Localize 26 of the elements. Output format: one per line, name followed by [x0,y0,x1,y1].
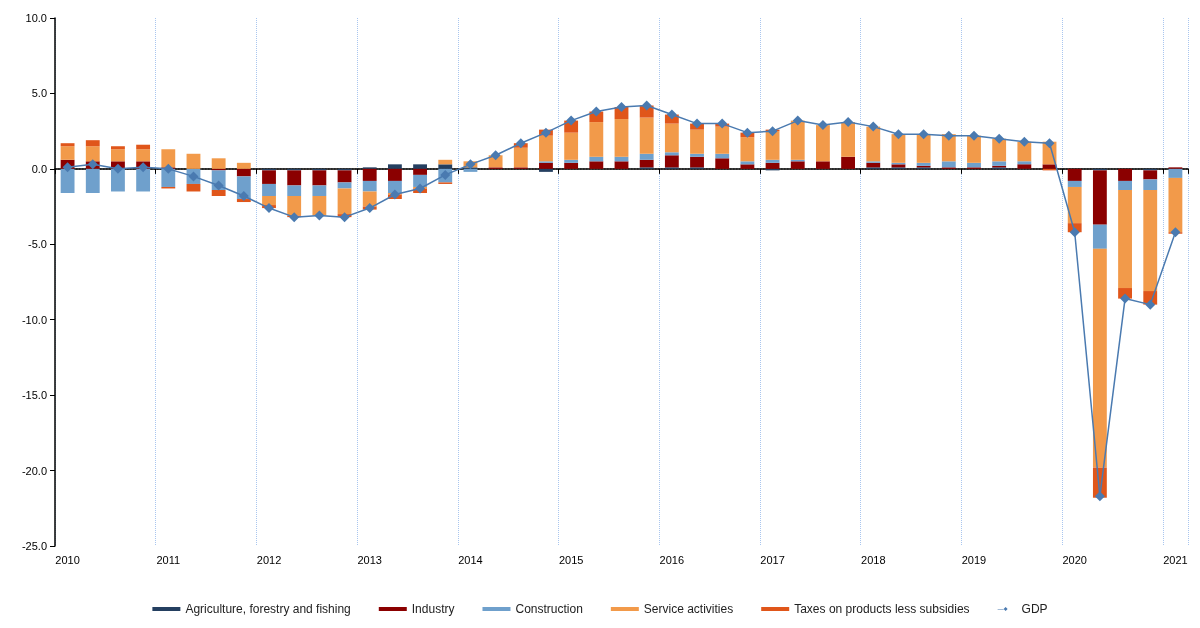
x-tick-label: 2016 [659,553,685,566]
x-tick-label: 2019 [961,553,987,566]
legend-label: Service activities [643,602,734,616]
x-tick-label: 2013 [357,553,382,566]
legend-label: Industry [411,602,455,616]
x-tick-label: 2015 [558,553,584,566]
y-tick-label: -15.0 [21,389,47,402]
legend-label: Construction [515,602,583,616]
y-tick-label: 0.0 [31,162,47,175]
y-tick-label: -5.0 [28,238,47,251]
x-tick-label: 2010 [55,553,80,566]
x-tick-label: 2020 [1062,553,1087,566]
x-tick-label: 2012 [256,553,282,566]
x-tick-label: 2021 [1163,553,1188,566]
x-tick-label: 2018 [861,553,886,566]
y-tick-label: 10.0 [25,12,47,24]
y-tick-label: -20.0 [21,464,47,477]
legend-label: Taxes on products less subsidies [794,602,970,616]
y-tick-label: -10.0 [21,313,47,326]
x-tick-label: 2014 [458,553,483,566]
x-tick-label: 2017 [760,553,785,566]
y-tick-label: 5.0 [31,87,47,100]
y-tick-label: -25.0 [21,540,47,552]
legend-label: GDP [1021,602,1048,616]
legend-label: Agriculture, forestry and fishing [185,602,351,616]
x-tick-label: 2011 [156,553,181,566]
